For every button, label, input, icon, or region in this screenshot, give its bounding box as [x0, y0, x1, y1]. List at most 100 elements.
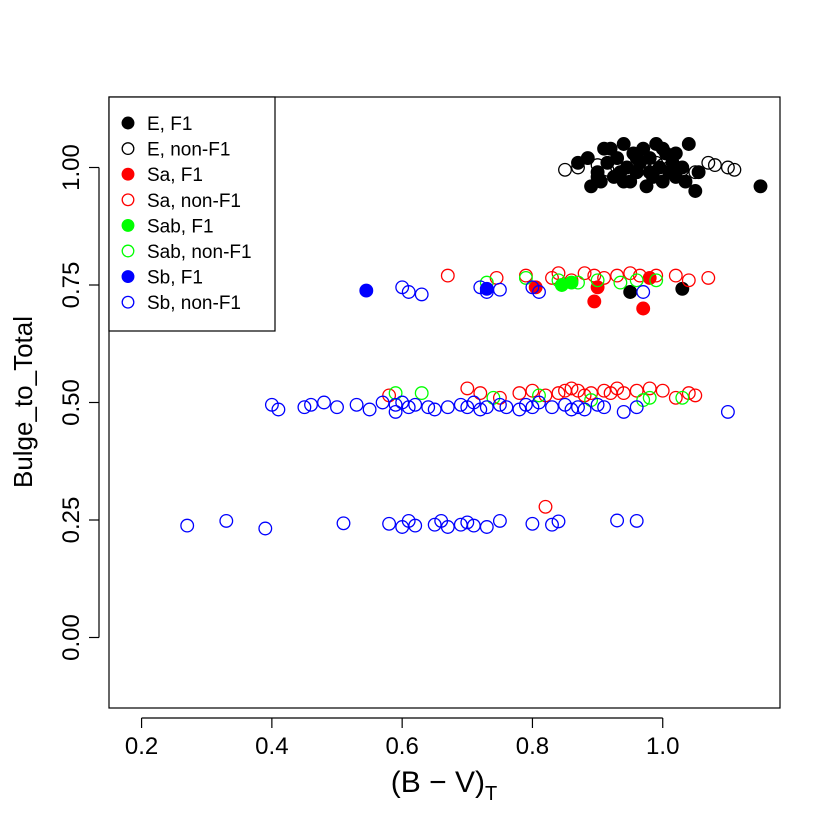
point-3-39: [538, 499, 553, 514]
point-1-0: [558, 162, 572, 177]
x-axis-label: (B − V)T: [391, 766, 497, 805]
point-7-54: [408, 518, 423, 533]
point-1-5: [629, 165, 644, 180]
legend-box: [108, 96, 276, 332]
point-0-7: [603, 141, 618, 156]
point-3-18: [473, 386, 488, 401]
legend-marker-7: [121, 295, 135, 309]
point-3-28: [584, 386, 599, 401]
point-3-8: [597, 270, 612, 285]
point-5-4: [590, 273, 605, 288]
legend: E, F1 E, non-F1 Sa, F1 Sa, non-F1 Sab, F1 Sab…: [108, 96, 276, 332]
point-7-5: [492, 282, 507, 297]
point-2-3: [636, 301, 651, 316]
x-tick-label-4: 1.0: [646, 733, 679, 760]
point-3-9: [610, 268, 625, 283]
point-5-3: [571, 275, 585, 290]
point-7-30: [479, 400, 494, 415]
legend-label-2: Sa, F1: [147, 165, 203, 186]
point-7-19: [388, 404, 403, 419]
point-7-37: [545, 400, 559, 415]
point-0-34: [590, 169, 605, 184]
point-1-3: [600, 162, 615, 177]
point-7-17: [375, 395, 390, 410]
point-7-31: [492, 397, 507, 412]
legend-marker-3: [121, 193, 135, 207]
point-7-18: [388, 397, 403, 412]
point-3-20: [512, 386, 527, 401]
point-7-47: [180, 518, 195, 533]
point-3-11: [632, 268, 647, 283]
point-0-29: [678, 174, 693, 189]
point-3-36: [668, 390, 683, 405]
point-7-23: [421, 400, 436, 415]
point-7-4: [479, 285, 494, 299]
point-5-1: [518, 270, 533, 285]
legend-label-7: Sb, non-F1: [147, 293, 241, 314]
y-axis: 0.00 0.25 0.50 0.75 1.00: [58, 144, 100, 661]
point-5-14: [642, 390, 657, 405]
point-7-34: [518, 397, 533, 412]
points-layer: [180, 137, 768, 536]
point-1-13: [727, 162, 742, 177]
point-0-39: [668, 146, 683, 161]
point-3-38: [688, 388, 703, 403]
point-7-41: [577, 402, 592, 417]
y-tick-label-3: 0.75: [58, 262, 85, 309]
point-0-35: [616, 174, 631, 189]
point-7-59: [460, 515, 475, 530]
legend-marker-2: [121, 167, 135, 181]
x-tick-label-3: 0.8: [516, 733, 549, 760]
point-0-32: [691, 165, 706, 180]
point-7-44: [616, 404, 631, 419]
point-7-55: [427, 517, 442, 532]
point-5-11: [532, 388, 546, 403]
point-3-0: [440, 268, 455, 283]
legend-label-1: E, non-F1: [147, 140, 230, 161]
point-3-23: [551, 386, 566, 401]
x-tick-label-0: 0.2: [125, 733, 158, 760]
point-7-21: [401, 400, 416, 415]
plot-frame: [108, 96, 781, 709]
point-7-12: [304, 397, 318, 412]
point-7-29: [473, 402, 488, 417]
y-tick-label-0: 0.00: [58, 614, 85, 661]
point-0-18: [639, 179, 654, 194]
y-axis-label: Bulge_to_Total: [8, 316, 38, 488]
x-tick-label-1: 0.4: [255, 733, 288, 760]
point-0-33: [753, 179, 768, 194]
point-1-12: [720, 160, 735, 175]
point-3-29: [597, 383, 612, 398]
point-3-33: [629, 383, 644, 398]
x-axis: 0.2 0.4 0.6 0.8 1.0: [125, 717, 679, 760]
point-7-63: [525, 516, 540, 531]
point-1-6: [649, 155, 664, 170]
point-7-64: [545, 517, 559, 532]
point-0-40: [623, 285, 638, 299]
point-7-49: [258, 521, 273, 536]
point-3-15: [701, 270, 716, 285]
point-1-8: [675, 162, 690, 177]
point-0-1: [580, 151, 595, 166]
point-1-15: [655, 158, 670, 173]
point-7-32: [499, 400, 514, 415]
point-0-30: [681, 137, 696, 151]
point-0-17: [636, 141, 651, 156]
point-1-7: [662, 160, 677, 175]
point-7-25: [440, 400, 455, 415]
legend-marker-0: [121, 116, 135, 130]
point-7-51: [382, 516, 397, 531]
point-5-5: [613, 275, 628, 290]
point-3-7: [587, 268, 602, 283]
point-7-57: [440, 520, 455, 534]
point-7-22: [408, 397, 423, 412]
point-7-1: [401, 285, 416, 299]
legend-marker-6: [121, 270, 135, 284]
point-1-1: [571, 160, 585, 175]
point-7-11: [297, 400, 312, 415]
point-0-36: [629, 151, 644, 166]
legend-marker-1: [121, 142, 135, 156]
point-3-32: [616, 386, 631, 401]
x-axis-label-subscript: T: [485, 783, 497, 805]
